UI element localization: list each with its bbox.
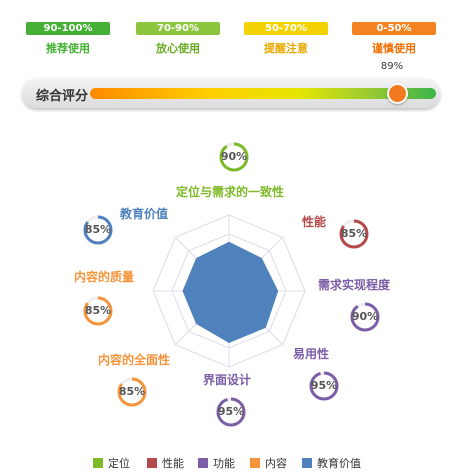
- band-pill-1: 90-100%: [26, 22, 110, 35]
- legend-label: 性能: [162, 457, 184, 470]
- score-ring-content-completeness-value: 85%: [118, 385, 146, 398]
- legend-item-education-value: 教育价值: [302, 455, 361, 471]
- legend-swatch: [147, 458, 157, 468]
- dim-label-content-quality: 内容的质量: [74, 270, 135, 284]
- legend-swatch: [250, 458, 260, 468]
- dim-label-content-completeness: 内容的全面性: [98, 353, 171, 367]
- band-caption-4: 谨慎使用: [372, 42, 416, 55]
- score-ring-education-value: 85%: [83, 215, 113, 245]
- legend-item-positioning: 定位: [93, 455, 130, 471]
- band-pill-4: 0-50%: [352, 22, 436, 35]
- legend-label: 教育价值: [317, 457, 361, 470]
- score-ring-education-value-value: 85%: [84, 223, 112, 236]
- dim-label-usability: 易用性: [293, 347, 330, 361]
- score-ring-positioning: 90%: [219, 142, 249, 172]
- ring-progress: [339, 219, 369, 249]
- score-ring-content-quality-value: 85%: [84, 304, 112, 317]
- radar-area: [182, 241, 279, 343]
- legend-label: 内容: [265, 457, 287, 470]
- band-caption-1: 推荐使用: [46, 42, 90, 55]
- dim-label-ui-design: 界面设计: [203, 373, 252, 387]
- band-pill-3: 50-70%: [244, 22, 328, 35]
- ring-progress: [216, 397, 246, 427]
- band-caption-3: 提醒注意: [264, 42, 308, 55]
- score-ring-requirements: 90%: [350, 302, 380, 332]
- ring-progress: [219, 142, 249, 172]
- legend-label: 功能: [213, 457, 235, 470]
- legend-item-performance: 性能: [147, 455, 184, 471]
- ring-progress: [309, 371, 339, 401]
- legend-swatch: [93, 458, 103, 468]
- score-ring-usability: 95%: [309, 371, 339, 401]
- score-ring-content-completeness: 85%: [117, 377, 147, 407]
- score-ring-requirements-value: 90%: [351, 310, 379, 323]
- ring-progress: [83, 296, 113, 326]
- score-ring-content-quality: 85%: [83, 296, 113, 326]
- score-ring-ui-design-value: 95%: [217, 405, 245, 418]
- dim-label-positioning: 定位与需求的一致性: [176, 185, 285, 199]
- dim-label-performance: 性能: [302, 215, 327, 229]
- overall-score-value: 89%: [380, 61, 404, 72]
- score-ring-performance-value: 85%: [340, 227, 368, 240]
- ring-progress: [117, 377, 147, 407]
- score-ring-performance: 85%: [339, 219, 369, 249]
- legend-item-content: 内容: [250, 455, 287, 471]
- ring-progress: [350, 302, 380, 332]
- band-pill-2: 70-90%: [136, 22, 220, 35]
- score-gradient-track: [90, 83, 436, 104]
- overall-score-bar: 综合评分: [22, 78, 440, 108]
- band-caption-2: 放心使用: [156, 42, 200, 55]
- overall-score-label: 综合评分: [36, 89, 89, 104]
- score-ring-ui-design: 95%: [216, 397, 246, 427]
- legend-swatch: [302, 458, 312, 468]
- legend-swatch: [198, 458, 208, 468]
- score-ring-positioning-value: 90%: [220, 150, 248, 163]
- score-knob: [386, 83, 408, 104]
- dim-label-education-value: 教育价值: [120, 207, 169, 221]
- ring-progress: [83, 215, 113, 245]
- dim-label-requirements: 需求实现程度: [318, 278, 391, 292]
- legend-item-function: 功能: [198, 455, 235, 471]
- score-ring-usability-value: 95%: [310, 379, 338, 392]
- legend-label: 定位: [108, 457, 130, 470]
